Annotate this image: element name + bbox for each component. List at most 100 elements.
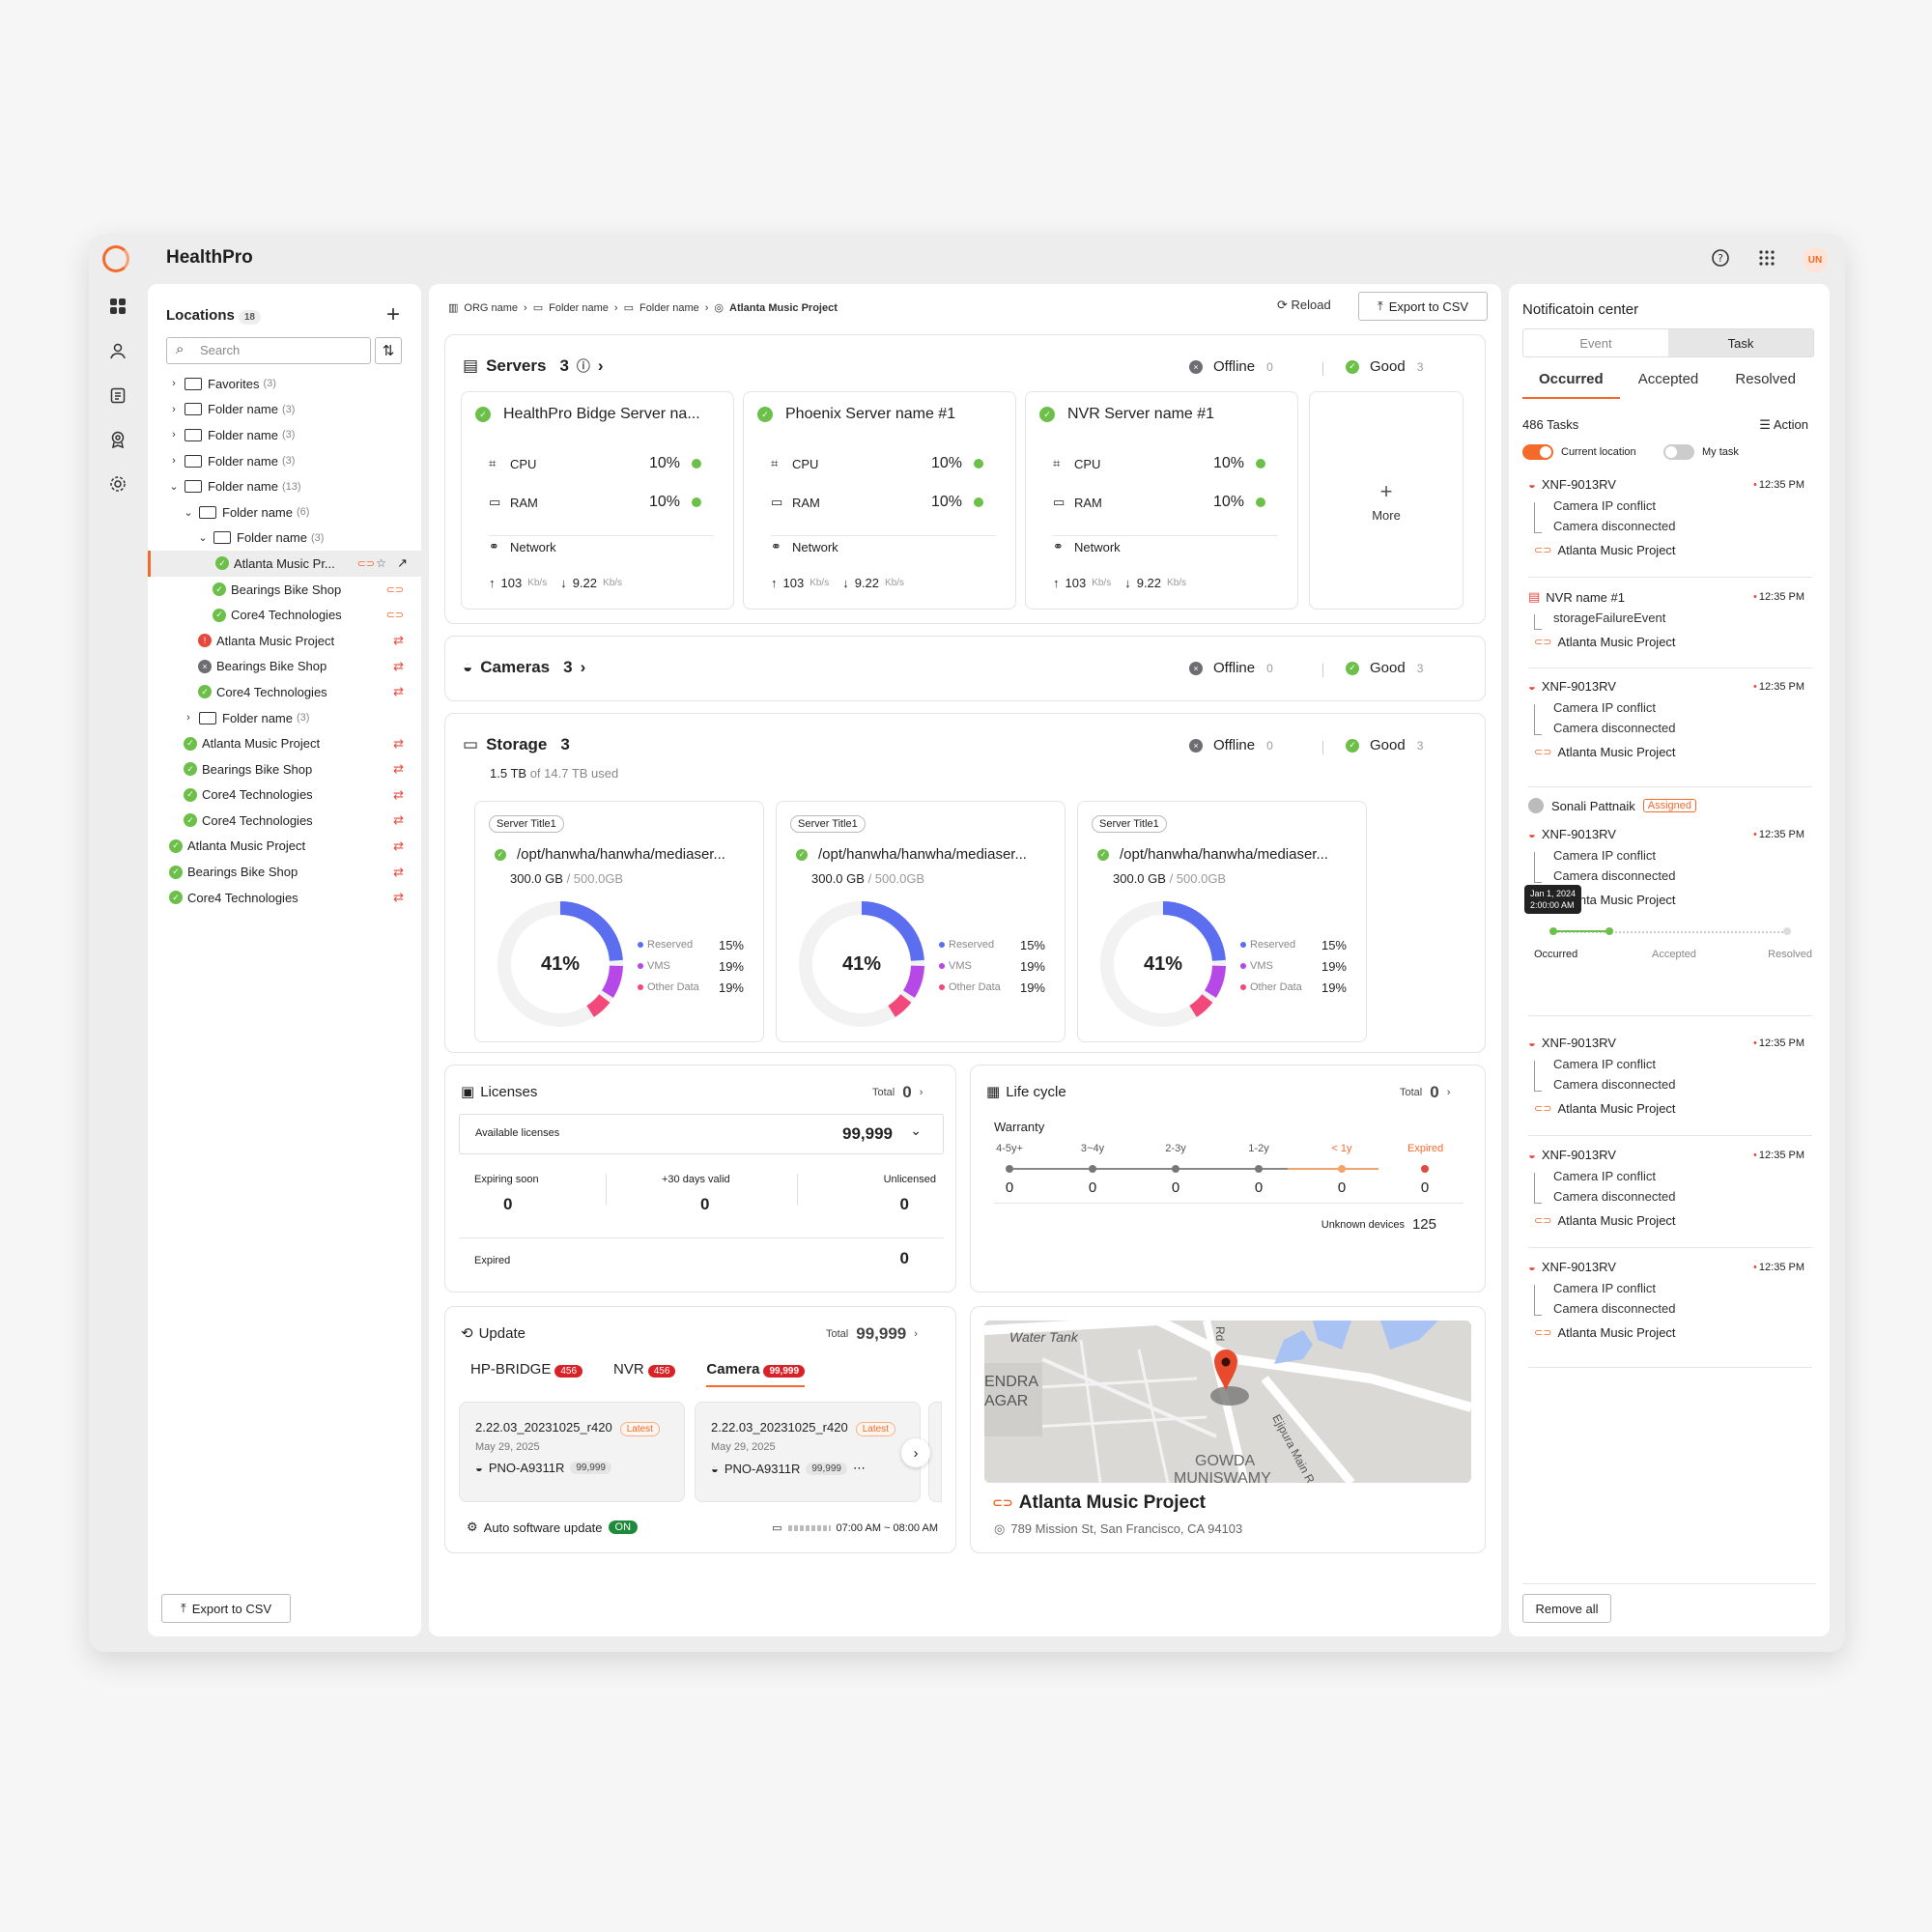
total-size: / 500.0GB [566,871,624,886]
event-description: storageFailureEvent [1553,611,1666,625]
toggle-switch[interactable] [1522,444,1553,460]
storage-volume-card[interactable]: Server Title1 ✓ /opt/hanwha/hanwha/mediase… [1077,801,1367,1042]
tree-folder[interactable]: › Favorites (3) [148,371,421,397]
dashboard-icon[interactable] [89,284,147,328]
help-circle-icon[interactable]: ? [1708,245,1733,270]
tab-nvr[interactable]: NVR 456 [613,1361,676,1387]
notification-item[interactable]: ◒ XNF-9013RV 12:35 PM Camera IP conflict Cam… [1528,1148,1812,1248]
clipboard-icon[interactable] [89,373,147,417]
tab-accepted[interactable]: Accepted [1637,371,1699,387]
export-csv-button[interactable]: ⤒ Export to CSV [161,1594,291,1623]
chevron-right-icon[interactable]: › [172,403,176,415]
good-count: 3 [1416,359,1424,374]
toggle-switch[interactable] [1663,444,1694,460]
location-search-input[interactable]: ⌕ Search [166,337,371,364]
lifecycle-total[interactable]: Total 0 › [1400,1083,1450,1102]
tab-hp-bridge[interactable]: HP-BRIDGE 456 [470,1361,583,1387]
tab-occurred[interactable]: Occurred [1522,371,1620,399]
storage-volume-card[interactable]: Server Title1 ✓ /opt/hanwha/hanwha/mediase… [776,801,1065,1042]
segment-event[interactable]: Event [1579,335,1612,351]
tree-folder[interactable]: › Folder name (3) [148,448,421,474]
servers-header[interactable]: ▤ Servers 3 ⓘ › [463,356,604,376]
tree-location[interactable]: ✓ Core4 Technologies ⇄ [148,885,421,911]
current-location-toggle[interactable]: Current location [1522,444,1636,460]
add-location-button[interactable]: + [385,301,400,327]
more-servers-button[interactable]: + More [1309,391,1463,610]
tree-folder[interactable]: › Folder name (3) [148,422,421,448]
firmware-card[interactable]: 2.22.03_20231025_r420 Latest May 29, 2025… [459,1402,685,1502]
check-icon: ✓ [1039,407,1055,422]
badge-icon[interactable] [89,417,147,462]
tree-location[interactable]: ✓ Atlanta Music Project ⇄ [148,730,421,756]
firmware-card[interactable]: 2.22.03_20231025_r420 Latest May 29, 2025… [695,1402,921,1502]
tree-location[interactable]: ✓ Core4 Technologies ⊂⊃ [148,602,421,628]
lifecycle-stop-value[interactable]: 0 [1005,1179,1014,1196]
tree-folder[interactable]: ⌄ Folder name (13) [148,473,421,499]
chevron-right-icon[interactable]: › [172,378,176,390]
chevron-down-icon[interactable]: ⌄ [169,481,179,494]
server-card[interactable]: ✓ HealthPro Bidge Server na... ⌗ CPU 10% ▭ RAM… [461,391,734,610]
user-avatar[interactable]: UN [1803,247,1828,272]
licenses-total[interactable]: Total 0 › [872,1083,923,1102]
storage-volume-card[interactable]: Server Title1 ✓ /opt/hanwha/hanwha/mediase… [474,801,764,1042]
chevron-down-icon[interactable]: ⌄ [184,506,193,519]
star-icon[interactable]: ☆ [376,556,386,571]
tree-folder[interactable]: › Folder name (3) [148,705,421,731]
chevron-down-icon[interactable]: ⌄ [198,532,208,545]
gear-icon[interactable] [89,462,147,506]
breadcrumb-item[interactable]: Folder name [639,301,699,314]
lifecycle-stop-value[interactable]: 0 [1337,1179,1347,1196]
open-external-icon[interactable]: ↗ [397,555,408,571]
notification-item[interactable]: ◒ XNF-9013RV 12:35 PM Camera IP conflict Cam… [1528,1036,1812,1136]
tree-location[interactable]: ✓ Bearings Bike Shop ⇄ [148,859,421,885]
tree-location[interactable]: ✓ Core4 Technologies ⇄ [148,782,421,809]
location-map[interactable]: Water Tank ENDRA AGAR GOWDA MUNISWAMY Ej… [984,1321,1471,1483]
segment-task[interactable]: Task [1668,329,1813,356]
chevron-right-icon[interactable]: › [172,429,176,441]
lifecycle-stop-value[interactable]: 0 [1420,1179,1430,1196]
export-csv-button[interactable]: ⤒ Export to CSV [1358,292,1488,321]
next-arrow-button[interactable]: › [901,1438,930,1467]
grid-icon[interactable] [1754,245,1779,270]
action-button[interactable]: ☰ Action [1759,417,1808,433]
my-task-toggle[interactable]: My task [1663,444,1739,460]
breadcrumb-item[interactable]: Folder name [549,301,609,314]
tab-resolved[interactable]: Resolved [1735,371,1796,387]
reload-button[interactable]: ⟳ Reload [1277,298,1331,313]
tree-location[interactable]: ! Atlanta Music Project ⇄ [148,628,421,654]
notification-item[interactable]: ▤ NVR name #1 12:35 PM storageFailureEvent ⊂… [1528,589,1812,668]
tree-location[interactable]: ✓ Bearings Bike Shop ⇄ [148,756,421,782]
lifecycle-stop-value[interactable]: 0 [1171,1179,1180,1196]
notification-item[interactable]: ◒ XNF-9013RV 12:35 PM Camera IP conflict Cam… [1528,477,1812,578]
tree-folder[interactable]: ⌄ Folder name (3) [148,526,421,552]
notification-item[interactable]: ◒ XNF-9013RV 12:35 PM Camera IP conflict Cam… [1528,1260,1812,1368]
tree-location[interactable]: × Bearings Bike Shop ⇄ [148,654,421,680]
remove-all-button[interactable]: Remove all [1522,1594,1611,1623]
user-icon[interactable] [89,328,147,373]
cameras-header[interactable]: ◒ Cameras 3 › [463,658,585,677]
lifecycle-stop-value[interactable]: 0 [1088,1179,1097,1196]
available-licenses-select[interactable]: Available licenses 99,999 ⌄ [459,1114,944,1154]
tree-folder[interactable]: › Folder name (3) [148,397,421,423]
event-description: Camera disconnected [1553,1189,1676,1204]
server-card[interactable]: ✓ NVR Server name #1 ⌗ CPU 10% ▭ RAM 10% ⚭ Networ… [1025,391,1298,610]
more-horizontal-icon[interactable]: ⋯ [852,1461,866,1475]
server-card[interactable]: ✓ Phoenix Server name #1 ⌗ CPU 10% ▭ RAM 10% ⚭ Ne… [743,391,1016,610]
notification-item[interactable]: ◒ XNF-9013RV 12:35 PM Camera IP conflict Cam… [1528,679,1812,787]
tree-location[interactable]: ✓ Core4 Technologies ⇄ [148,808,421,834]
tree-folder[interactable]: ⌄ Folder name (6) [148,499,421,526]
tree-location[interactable]: ✓ Core4 Technologies ⇄ [148,679,421,705]
lifecycle-stop-value[interactable]: 0 [1254,1179,1264,1196]
chevron-right-icon[interactable]: › [186,712,190,724]
notification-item[interactable]: Sonali Pattnaik Assigned ◒ XNF-9013RV 12:35 … [1524,798,1812,1016]
license-icon: ▣ [461,1084,475,1100]
tree-location[interactable]: ✓ Atlanta Music Project ⇄ [148,834,421,860]
update-total[interactable]: Total 99,999 › [826,1324,918,1344]
tree-location[interactable]: ✓ Atlanta Music Pr... ⊂⊃ ☆ ↗ [148,551,421,577]
sort-button[interactable]: ⇅ [375,337,402,364]
tree-location[interactable]: ✓ Bearings Bike Shop ⊂⊃ [148,577,421,603]
breadcrumb-item[interactable]: ORG name [464,301,519,314]
auto-update-toggle[interactable]: ON [608,1520,639,1534]
chevron-right-icon[interactable]: › [172,455,176,468]
tab-camera[interactable]: Camera 99,999 [706,1361,806,1387]
